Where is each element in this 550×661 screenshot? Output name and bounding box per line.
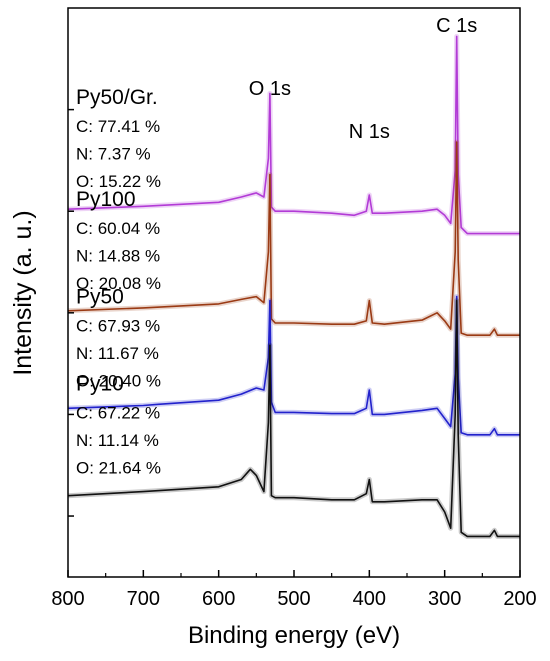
x-tick-label: 800 <box>51 588 84 610</box>
x-tick-label: 500 <box>277 588 310 610</box>
y-axis-ticks <box>68 108 74 517</box>
y-axis-label: Intensity (a. u.) <box>9 210 37 375</box>
composition-label: O: 21.64 % <box>76 459 161 478</box>
peak-label: O 1s <box>249 78 291 100</box>
composition-label: C: 77.41 % <box>76 117 160 136</box>
x-axis-ticks: 800 700 600 500 400 300 200 <box>51 570 537 610</box>
composition-label: C: 67.93 % <box>76 316 160 335</box>
composition-label: O: 20.40 % <box>76 371 161 390</box>
x-tick-label: 400 <box>353 588 386 610</box>
series-line <box>67 295 520 436</box>
series-name-label: Py10 <box>76 373 124 396</box>
composition-label: N: 11.67 % <box>76 344 159 363</box>
composition-label: O: 15.22 % <box>76 172 161 191</box>
x-tick-label: 700 <box>127 588 160 610</box>
series-line <box>67 299 520 538</box>
composition-label: O: 20.08 % <box>76 274 161 293</box>
series-labels: Py50/Gr.C: 77.41 %N: 7.37 %O: 15.22 %Py1… <box>76 86 161 478</box>
x-axis-label: Binding energy (eV) <box>188 622 400 649</box>
x-tick-label: 200 <box>503 588 536 610</box>
x-tick-label: 300 <box>428 588 461 610</box>
composition-label: N: 7.37 % <box>76 145 151 164</box>
spectra-layer <box>67 33 520 539</box>
series-line <box>67 141 520 337</box>
peak-annotations: O 1s N 1s C 1s <box>249 15 477 143</box>
series-name-label: Py50/Gr. <box>76 86 158 109</box>
series-line <box>67 35 520 235</box>
series-name-label: Py100 <box>76 188 136 211</box>
composition-label: N: 14.88 % <box>76 246 160 265</box>
series-name-label: Py50 <box>76 285 124 308</box>
peak-label: N 1s <box>349 121 390 143</box>
peak-label: C 1s <box>436 15 477 37</box>
x-tick-label: 600 <box>202 588 235 610</box>
composition-label: C: 60.04 % <box>76 219 160 238</box>
composition-label: C: 67.22 % <box>76 404 160 423</box>
composition-label: N: 11.14 % <box>76 431 159 450</box>
